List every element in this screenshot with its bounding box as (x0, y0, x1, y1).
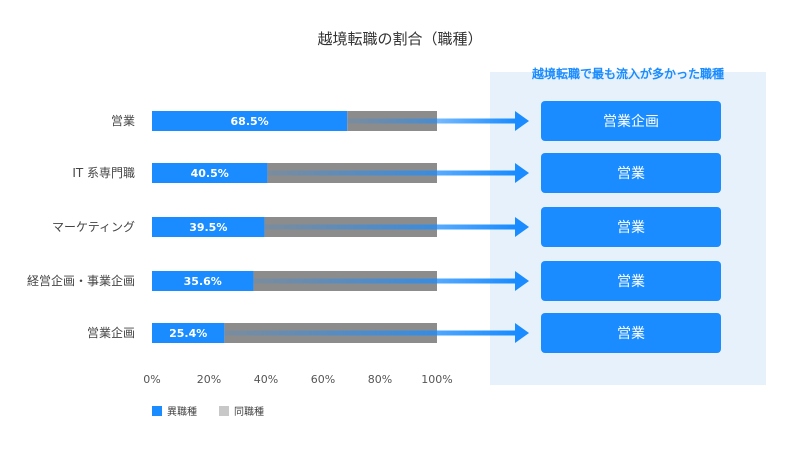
x-tick-label: 60% (311, 373, 335, 386)
flow-arrow-shaft (267, 170, 515, 176)
category-label: マーケティング (52, 220, 135, 234)
x-axis-ticks: 0% 20% 40% 60% 80% 100% (143, 373, 452, 386)
destination-box (541, 207, 721, 247)
x-tick-label: 0% (143, 373, 160, 386)
flow-arrow-head (515, 111, 529, 131)
destination-box (541, 261, 721, 301)
chart-title: 越境転職の割合（職種） (317, 30, 482, 48)
flow-arrow-head (515, 163, 529, 183)
category-label: 営業企画 (87, 325, 135, 340)
destination-box-label: 営業企画 (603, 113, 659, 130)
category-label: IT 系専門職 (72, 166, 135, 180)
destination-box-label: 営業 (617, 220, 645, 236)
destination-box (541, 313, 721, 353)
x-tick-label: 100% (421, 373, 452, 386)
bar-segment-different-occupation (152, 111, 348, 131)
x-tick-label: 40% (254, 373, 278, 386)
x-tick-label: 80% (368, 373, 392, 386)
bar-segment-different-occupation (152, 163, 268, 183)
legend-swatch (219, 406, 229, 416)
flow-arrow-shaft (224, 330, 515, 336)
legend-swatch (152, 406, 162, 416)
flow-arrow-shaft (253, 278, 515, 284)
bar-segment-different-occupation (152, 323, 225, 343)
destination-box-label: 営業 (617, 326, 645, 342)
bar-segment-different-occupation (152, 271, 254, 291)
flow-arrow-head (515, 271, 529, 291)
bars-layer: 営業 68.5% IT 系専門職 40.5% マーケティング 39.5% 経営企画・事業企画… (27, 111, 437, 343)
bar-value-label: 39.5% (189, 221, 227, 234)
bar-value-label: 68.5% (231, 115, 269, 128)
bar-value-label: 25.4% (169, 327, 207, 340)
destination-box-label: 営業 (617, 274, 645, 290)
arrows-layer (224, 111, 529, 343)
flow-arrow-shaft (347, 118, 515, 124)
bar-value-label: 35.6% (184, 275, 222, 288)
category-label: 営業 (111, 114, 135, 128)
legend-label: 同職種 (234, 405, 264, 418)
bar-segment-different-occupation (152, 217, 265, 237)
flow-arrow-shaft (264, 224, 515, 230)
destination-box-label: 営業 (617, 166, 645, 182)
bar-value-label: 40.5% (191, 167, 229, 180)
legend-label: 異職種 (167, 405, 197, 418)
destination-box (541, 101, 721, 141)
flow-arrow-head (515, 217, 529, 237)
flow-arrow-head (515, 323, 529, 343)
legend: 異職種 同職種 (152, 405, 264, 418)
destination-box (541, 153, 721, 193)
x-tick-label: 20% (197, 373, 221, 386)
side-panel-title: 越境転職で最も流入が多かった職種 (531, 66, 724, 81)
category-label: 経営企画・事業企画 (27, 273, 135, 288)
